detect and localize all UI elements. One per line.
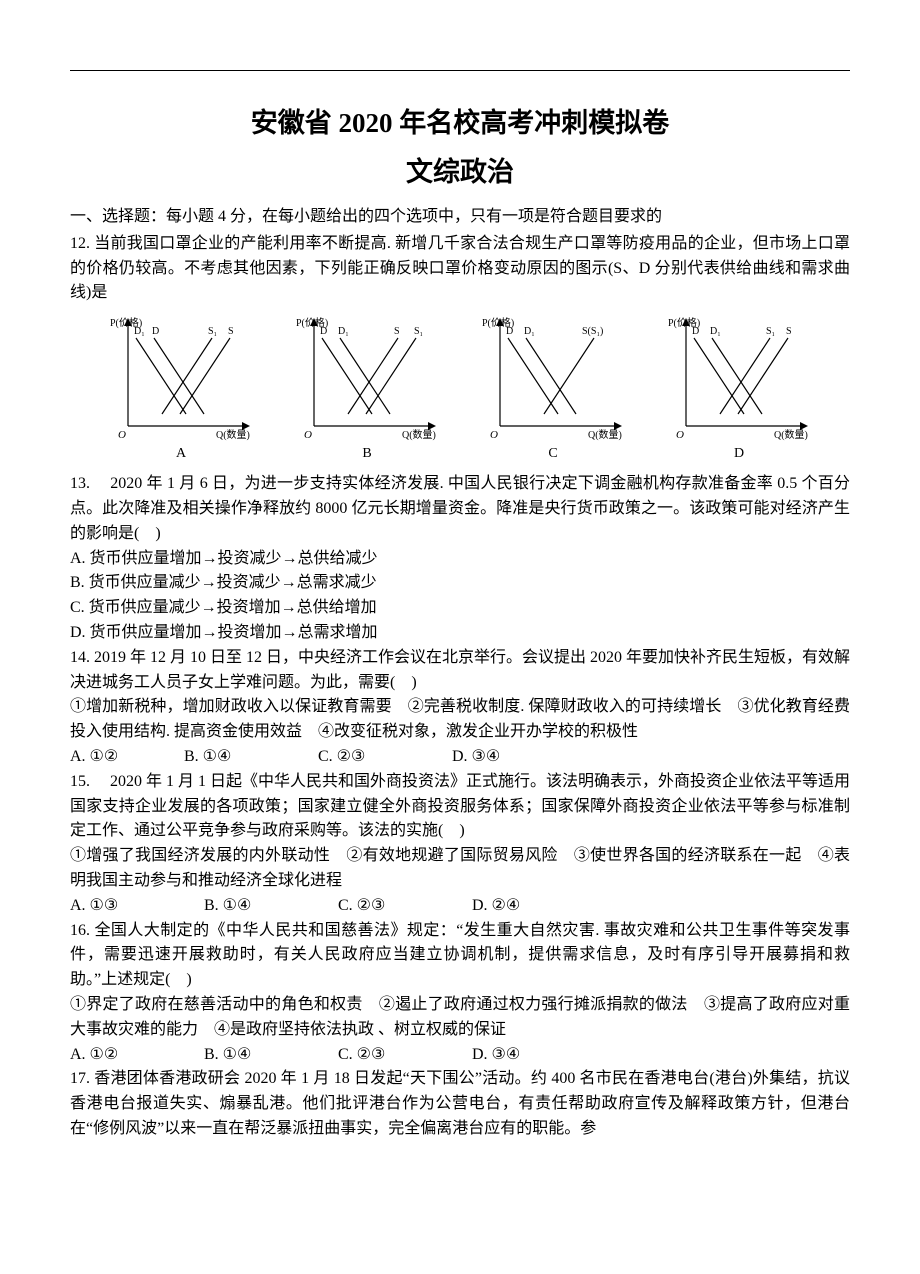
chart-c-label: C bbox=[478, 446, 628, 462]
chart-a-label: A bbox=[106, 446, 256, 462]
svg-text:S₁: S₁ bbox=[766, 326, 775, 337]
q12-stem: 12. 当前我国口罩企业的产能利用率不断提高. 新增几千家合法合规生产口罩等防疫… bbox=[70, 232, 850, 306]
axis-x-label: Q(数量) bbox=[216, 428, 250, 441]
q15-b: B. ①④ bbox=[204, 894, 334, 919]
charts-row: P(价格) Q(数量) O D₁ D S₁ S A bbox=[70, 314, 850, 462]
svg-text:S(S₁): S(S₁) bbox=[582, 326, 603, 337]
q16-d: D. ③④ bbox=[472, 1043, 520, 1068]
q13-stem: 13. 2020 年 1 月 6 日，为进一步支持实体经济发展. 中国人民银行决… bbox=[70, 472, 850, 546]
q14-options: A. ①② B. ①④ C. ②③ D. ③④ bbox=[70, 745, 850, 770]
q14-b: B. ①④ bbox=[184, 745, 314, 770]
svg-text:D: D bbox=[692, 326, 699, 337]
q15-stem1: 15. 2020 年 1 月 1 日起《中华人民共和国外商投资法》正式施行。该法… bbox=[70, 770, 850, 844]
svg-text:D₁: D₁ bbox=[710, 326, 721, 337]
q17-stem: 17. 香港团体香港政研会 2020 年 1 月 18 日发起“天下围公”活动。… bbox=[70, 1067, 850, 1141]
svg-text:O: O bbox=[490, 429, 498, 441]
svg-text:D₁: D₁ bbox=[338, 326, 349, 337]
svg-text:S₁: S₁ bbox=[414, 326, 423, 337]
q13-c: C. 货币供应量减少→投资增加→总供给增加 bbox=[70, 596, 850, 621]
q16-a: A. ①② bbox=[70, 1043, 200, 1068]
q15-options: A. ①③ B. ①④ C. ②③ D. ②④ bbox=[70, 894, 850, 919]
axis-o: O bbox=[118, 429, 126, 441]
chart-b-svg: P(价格) Q(数量) O D D₁ S S₁ bbox=[292, 314, 442, 444]
title-main: 安徽省 2020 年名校高考冲刺模拟卷 bbox=[70, 101, 850, 140]
svg-text:D: D bbox=[506, 326, 513, 337]
q13-b: B. 货币供应量减少→投资减少→总需求减少 bbox=[70, 571, 850, 596]
q14-stem2: ①增加新税种，增加财政收入以保证教育需要 ②完善税收制度. 保障财政收入的可持续… bbox=[70, 695, 850, 745]
q14-d: D. ③④ bbox=[452, 745, 500, 770]
q13-d: D. 货币供应量增加→投资增加→总需求增加 bbox=[70, 621, 850, 646]
chart-b-label: B bbox=[292, 446, 442, 462]
chart-d-svg: P(价格) Q(数量) O D D₁ S₁ S bbox=[664, 314, 814, 444]
svg-text:S₁: S₁ bbox=[208, 326, 217, 337]
q14-c: C. ②③ bbox=[318, 745, 448, 770]
top-rule bbox=[70, 70, 850, 71]
chart-a-svg: P(价格) Q(数量) O D₁ D S₁ S bbox=[106, 314, 256, 444]
chart-c: P(价格) Q(数量) O D D₁ S(S₁) C bbox=[478, 314, 628, 462]
svg-text:D: D bbox=[320, 326, 327, 337]
chart-a: P(价格) Q(数量) O D₁ D S₁ S A bbox=[106, 314, 256, 462]
page: 安徽省 2020 年名校高考冲刺模拟卷 文综政治 一、选择题：每小题 4 分，在… bbox=[0, 0, 920, 1182]
q16-stem2: ①界定了政府在慈善活动中的角色和权责 ②遏止了政府通过权力强行摊派捐款的做法 ③… bbox=[70, 993, 850, 1043]
section-heading: 一、选择题：每小题 4 分，在每小题给出的四个选项中，只有一项是符合题目要求的 bbox=[70, 205, 850, 230]
svg-text:S: S bbox=[786, 326, 792, 337]
q13-a: A. 货币供应量增加→投资减少→总供给减少 bbox=[70, 547, 850, 572]
svg-text:D₁: D₁ bbox=[134, 326, 145, 337]
svg-text:S: S bbox=[228, 326, 234, 337]
chart-b: P(价格) Q(数量) O D D₁ S S₁ B bbox=[292, 314, 442, 462]
q15-d: D. ②④ bbox=[472, 894, 520, 919]
title-sub: 文综政治 bbox=[70, 150, 850, 189]
svg-text:O: O bbox=[676, 429, 684, 441]
chart-d: P(价格) Q(数量) O D D₁ S₁ S D bbox=[664, 314, 814, 462]
svg-text:Q(数量): Q(数量) bbox=[774, 428, 808, 441]
q16-b: B. ①④ bbox=[204, 1043, 334, 1068]
svg-text:S: S bbox=[394, 326, 400, 337]
svg-text:O: O bbox=[304, 429, 312, 441]
chart-d-label: D bbox=[664, 446, 814, 462]
q15-c: C. ②③ bbox=[338, 894, 468, 919]
svg-text:D: D bbox=[152, 326, 159, 337]
q15-stem2: ①增强了我国经济发展的内外联动性 ②有效地规避了国际贸易风险 ③使世界各国的经济… bbox=[70, 844, 850, 894]
q14-stem1: 14. 2019 年 12 月 10 日至 12 日，中央经济工作会议在北京举行… bbox=[70, 646, 850, 696]
q16-options: A. ①② B. ①④ C. ②③ D. ③④ bbox=[70, 1043, 850, 1068]
q16-stem1: 16. 全国人大制定的《中华人民共和国慈善法》规定：“发生重大自然灾害. 事故灾… bbox=[70, 919, 850, 993]
q14-a: A. ①② bbox=[70, 745, 180, 770]
q15-a: A. ①③ bbox=[70, 894, 200, 919]
q16-c: C. ②③ bbox=[338, 1043, 468, 1068]
svg-text:D₁: D₁ bbox=[524, 326, 535, 337]
chart-c-svg: P(价格) Q(数量) O D D₁ S(S₁) bbox=[478, 314, 628, 444]
svg-text:Q(数量): Q(数量) bbox=[588, 428, 622, 441]
svg-text:Q(数量): Q(数量) bbox=[402, 428, 436, 441]
